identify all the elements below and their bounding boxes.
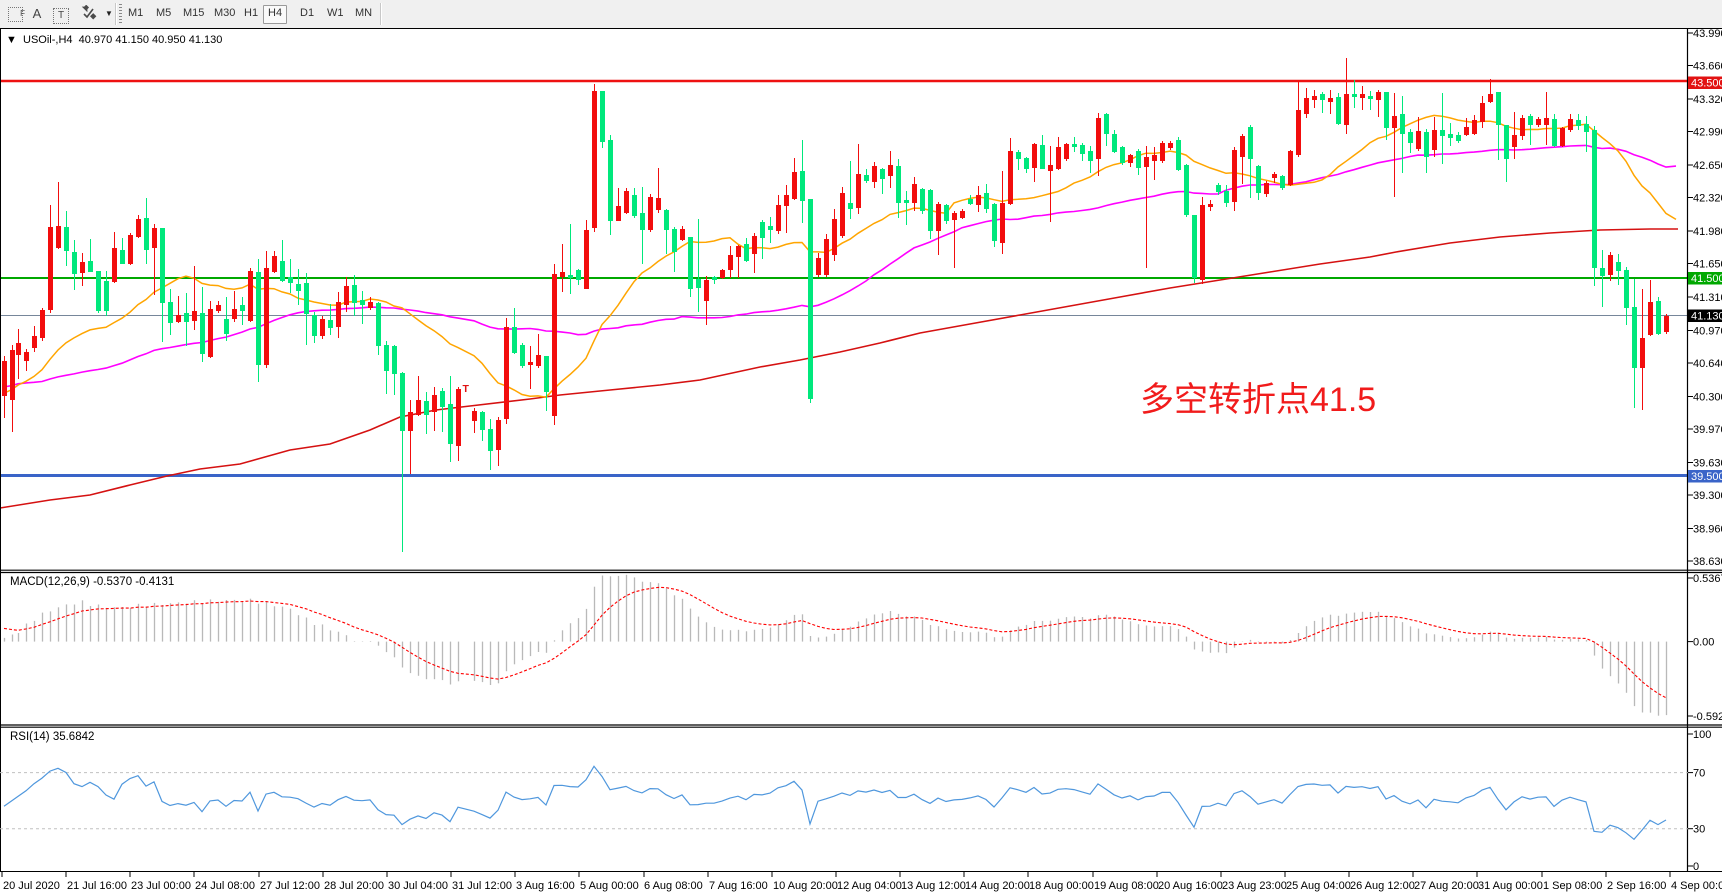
svg-text:42.990: 42.990: [1693, 127, 1722, 139]
svg-text:41.980: 41.980: [1693, 226, 1722, 238]
svg-text:20 Jul 2020: 20 Jul 2020: [3, 880, 60, 892]
svg-text:30 Jul 04:00: 30 Jul 04:00: [388, 880, 448, 892]
svg-text:25 Aug 04:00: 25 Aug 04:00: [1286, 880, 1351, 892]
svg-text:5 Aug 00:00: 5 Aug 00:00: [580, 880, 639, 892]
svg-text:42.650: 42.650: [1693, 160, 1722, 172]
svg-text:43.320: 43.320: [1693, 94, 1722, 106]
svg-text:MACD(12,26,9) -0.5370 -0.4131: MACD(12,26,9) -0.5370 -0.4131: [10, 576, 174, 588]
svg-text:7 Aug 16:00: 7 Aug 16:00: [709, 880, 768, 892]
svg-text:28 Jul 20:00: 28 Jul 20:00: [324, 880, 384, 892]
svg-text:6 Aug 08:00: 6 Aug 08:00: [644, 880, 703, 892]
svg-text:39.500: 39.500: [1691, 471, 1722, 483]
svg-text:4 Sep 00:00: 4 Sep 00:00: [1671, 880, 1722, 892]
svg-text:-0.5924: -0.5924: [1693, 711, 1722, 723]
svg-text:70: 70: [1693, 768, 1705, 780]
svg-text:39.300: 39.300: [1693, 490, 1722, 502]
svg-text:14 Aug 20:00: 14 Aug 20:00: [965, 880, 1030, 892]
svg-text:39.630: 39.630: [1693, 458, 1722, 470]
svg-text:2 Sep 16:00: 2 Sep 16:00: [1607, 880, 1666, 892]
svg-text:43.990: 43.990: [1693, 28, 1722, 40]
svg-text:19 Aug 08:00: 19 Aug 08:00: [1094, 880, 1159, 892]
svg-text:3 Aug 16:00: 3 Aug 16:00: [516, 880, 575, 892]
svg-text:40.970: 40.970: [1693, 326, 1722, 338]
svg-text:38.960: 38.960: [1693, 524, 1722, 536]
svg-text:40.640: 40.640: [1693, 358, 1722, 370]
svg-text:0: 0: [1693, 861, 1699, 873]
svg-text:RSI(14) 35.6842: RSI(14) 35.6842: [10, 731, 94, 743]
svg-text:41.130: 41.130: [1691, 311, 1722, 323]
svg-text:26 Aug 12:00: 26 Aug 12:00: [1350, 880, 1415, 892]
svg-text:0.5367: 0.5367: [1693, 573, 1722, 585]
svg-text:18 Aug 00:00: 18 Aug 00:00: [1029, 880, 1094, 892]
svg-text:24 Jul 08:00: 24 Jul 08:00: [195, 880, 255, 892]
svg-text:T: T: [463, 383, 470, 395]
svg-text:42.320: 42.320: [1693, 193, 1722, 205]
svg-text:100: 100: [1693, 729, 1711, 741]
svg-text:27 Jul 12:00: 27 Jul 12:00: [260, 880, 320, 892]
svg-text:多空转折点41.5: 多空转折点41.5: [1140, 381, 1376, 419]
svg-text:41.500: 41.500: [1691, 273, 1722, 285]
svg-text:41.310: 41.310: [1693, 292, 1722, 304]
svg-text:▼ USOil-,H4 40.970 41.150 40: ▼ USOil-,H4 40.970 41.150 40.950 41.130: [6, 34, 222, 46]
svg-text:23 Aug 23:00: 23 Aug 23:00: [1222, 880, 1287, 892]
svg-text:1 Sep 08:00: 1 Sep 08:00: [1543, 880, 1602, 892]
svg-text:10 Aug 20:00: 10 Aug 20:00: [773, 880, 838, 892]
svg-text:13 Aug 12:00: 13 Aug 12:00: [901, 880, 966, 892]
svg-text:30: 30: [1693, 824, 1705, 836]
svg-text:23 Jul 00:00: 23 Jul 00:00: [131, 880, 191, 892]
svg-text:43.660: 43.660: [1693, 61, 1722, 73]
svg-text:38.630: 38.630: [1693, 556, 1722, 568]
svg-text:20 Aug 16:00: 20 Aug 16:00: [1158, 880, 1223, 892]
svg-text:12 Aug 04:00: 12 Aug 04:00: [837, 880, 902, 892]
svg-text:39.970: 39.970: [1693, 424, 1722, 436]
svg-text:41.650: 41.650: [1693, 259, 1722, 271]
svg-text:21 Jul 16:00: 21 Jul 16:00: [67, 880, 127, 892]
svg-text:40.300: 40.300: [1693, 392, 1722, 404]
svg-text:43.500: 43.500: [1691, 78, 1722, 90]
svg-text:0.00: 0.00: [1693, 637, 1714, 649]
svg-text:27 Aug 20:00: 27 Aug 20:00: [1414, 880, 1479, 892]
svg-text:31 Jul 12:00: 31 Jul 12:00: [452, 880, 512, 892]
svg-text:31 Aug 00:00: 31 Aug 00:00: [1478, 880, 1543, 892]
